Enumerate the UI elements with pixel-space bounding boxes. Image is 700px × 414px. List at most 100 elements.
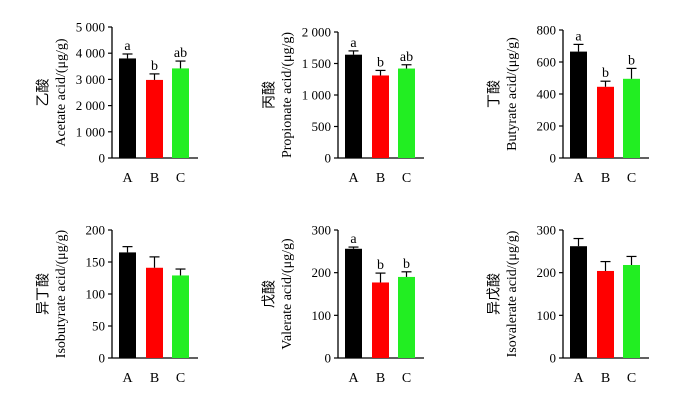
y-axis-label: 乙酸 Acetate acid/(μg/g): [36, 38, 70, 147]
bar-C: [398, 68, 415, 158]
bar-B: [146, 79, 163, 158]
x-tick-label: C: [402, 371, 411, 386]
x-tick-label: C: [627, 171, 636, 186]
significance-letter: b: [602, 66, 609, 81]
y-axis-label: 异戊酸 Isovalerate acid/(μg/g): [487, 230, 520, 357]
y-axis-label-line: 乙酸: [36, 79, 52, 107]
bar-C: [623, 78, 640, 158]
chart-panel-4: 0 50 100 150 200 A B C 异丁酸 Isobutyrate acid/(μg/g…: [36, 223, 198, 386]
bar-C: [398, 276, 415, 358]
y-tick-label: 50: [92, 319, 105, 334]
bar-C: [623, 264, 640, 358]
y-axis-label-line: 异戊酸: [487, 273, 503, 315]
x-tick-label: B: [601, 171, 610, 186]
significance-letter: a: [124, 39, 131, 54]
bar-A: [570, 51, 587, 158]
x-tick-label: B: [376, 171, 385, 186]
y-tick-label: 100: [86, 287, 106, 302]
y-tick-label: 2 000: [302, 25, 331, 40]
y-tick-label: 200: [537, 265, 557, 280]
y-tick-label: 100: [312, 308, 332, 323]
x-tick-label: C: [176, 171, 185, 186]
x-tick-label: A: [122, 371, 133, 386]
y-tick-label: 1 500: [302, 56, 331, 71]
bar-B: [146, 267, 163, 358]
bar-A: [345, 248, 362, 358]
y-tick-label: 0: [325, 151, 332, 166]
y-axis-label: 戊酸 Valerate acid/(μg/g): [262, 238, 296, 350]
x-tick-label: B: [376, 371, 385, 386]
y-tick-label: 200: [86, 223, 106, 238]
significance-letter: b: [403, 257, 410, 272]
x-tick-label: B: [601, 371, 610, 386]
x-tick-label: B: [150, 371, 159, 386]
y-axis-label-line: Isovalerate acid/(μg/g): [505, 230, 520, 357]
y-axis-label-line: Valerate acid/(μg/g): [280, 238, 295, 350]
chart-panel-6: 0 100 200 300 A B C 异戊酸 Isovalerate acid/(μg/g): [487, 223, 649, 386]
y-tick-label: 150: [86, 255, 106, 270]
y-axis-label-line: 丙酸: [262, 81, 278, 109]
y-tick-label: 0: [99, 351, 106, 366]
chart-panel-2: 0 500 1 000 1 500 2 000 a Ab Bab C 丙酸 Propionate a…: [262, 25, 424, 186]
y-tick-label: 300: [537, 223, 557, 238]
bar-C: [172, 68, 189, 158]
y-tick-label: 1 000: [76, 124, 105, 139]
significance-letter: a: [350, 232, 357, 247]
y-tick-label: 400: [537, 87, 557, 102]
y-tick-label: 300: [312, 223, 332, 238]
significance-letter: a: [575, 29, 582, 44]
y-tick-label: 200: [537, 119, 557, 134]
y-tick-label: 5 000: [76, 20, 105, 35]
significance-letter: ab: [400, 50, 413, 65]
bar-A: [119, 252, 136, 358]
x-tick-label: C: [402, 171, 411, 186]
y-axis-label-line: 戊酸: [262, 280, 278, 308]
y-tick-label: 600: [537, 55, 557, 70]
y-tick-label: 3 000: [76, 72, 105, 87]
significance-letter: b: [628, 53, 635, 68]
y-axis-label-line: Butyrate acid/(μg/g): [505, 37, 520, 151]
significance-letter: a: [350, 36, 357, 51]
y-axis-label-line: 丁酸: [487, 80, 503, 108]
bar-A: [570, 246, 587, 358]
bar-C: [172, 275, 189, 358]
significance-letter: b: [377, 55, 384, 70]
bar-B: [597, 86, 614, 158]
y-tick-label: 0: [550, 351, 557, 366]
x-tick-label: C: [176, 371, 185, 386]
y-tick-label: 4 000: [76, 46, 105, 61]
bar-B: [597, 270, 614, 358]
x-tick-label: A: [122, 171, 133, 186]
y-tick-label: 200: [312, 265, 332, 280]
bar-A: [119, 58, 136, 158]
chart-panel-1: 0 1 000 2 000 3 000 4 000 5 000 a Ab Bab C 乙酸 Aceta…: [36, 20, 198, 186]
chart-panel-3: 0 200 400 600 800 a Ab Bb C 丁酸 Butyrate acid/(μg/g…: [487, 23, 649, 186]
bar-B: [372, 75, 389, 158]
bar-A: [345, 54, 362, 158]
y-tick-label: 1 000: [302, 88, 331, 103]
x-tick-label: B: [150, 171, 159, 186]
y-tick-label: 800: [537, 23, 557, 38]
significance-letter: b: [377, 258, 384, 273]
y-tick-label: 500: [312, 119, 332, 134]
bar-B: [372, 282, 389, 358]
y-axis-label-line: 异丁酸: [36, 273, 52, 315]
y-tick-label: 0: [550, 151, 557, 166]
y-axis-label: 丁酸 Butyrate acid/(μg/g): [487, 37, 520, 151]
y-tick-label: 0: [99, 151, 106, 166]
y-axis-label-line: Acetate acid/(μg/g): [54, 38, 69, 147]
x-tick-label: A: [573, 371, 584, 386]
x-tick-label: A: [348, 371, 359, 386]
y-tick-label: 100: [537, 308, 557, 323]
y-axis-label: 异丁酸 Isobutyrate acid/(μg/g): [36, 229, 70, 358]
y-axis-label-line: Propionate acid/(μg/g): [280, 32, 295, 158]
x-tick-label: C: [627, 371, 636, 386]
y-axis-label: 丙酸 Propionate acid/(μg/g): [262, 32, 296, 158]
x-tick-label: A: [573, 171, 584, 186]
significance-letter: b: [151, 59, 158, 74]
y-tick-label: 0: [325, 351, 332, 366]
x-tick-label: A: [348, 171, 359, 186]
chart-panel-5: 0 100 200 300 a Ab Bb C 戊酸 Valerate acid/(μg/g): [262, 223, 424, 386]
y-axis-label-line: Isobutyrate acid/(μg/g): [54, 229, 69, 358]
